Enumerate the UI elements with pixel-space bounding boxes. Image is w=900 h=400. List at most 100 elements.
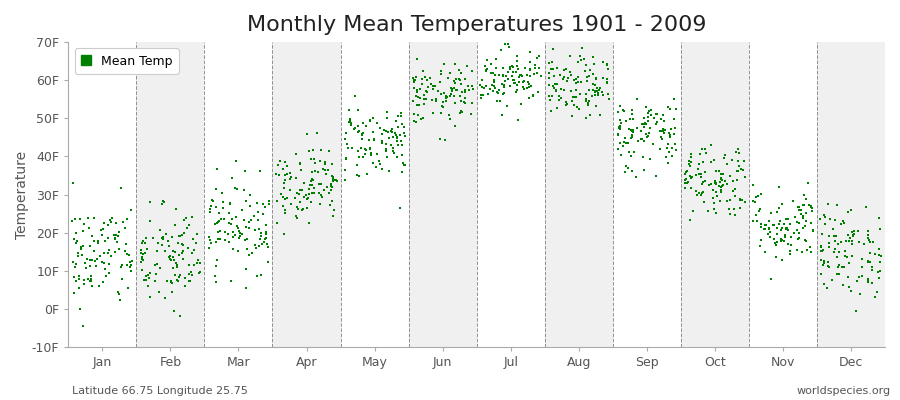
Point bbox=[716, 171, 730, 178]
Point bbox=[176, 256, 190, 262]
Point bbox=[588, 88, 602, 95]
Point bbox=[590, 90, 605, 97]
Point bbox=[339, 156, 354, 162]
Point bbox=[135, 256, 149, 262]
Point bbox=[664, 153, 679, 160]
Point bbox=[548, 86, 562, 93]
Point bbox=[257, 236, 272, 242]
Point bbox=[272, 172, 286, 178]
Point bbox=[362, 137, 376, 144]
Point bbox=[857, 240, 871, 247]
Point bbox=[68, 216, 83, 222]
Point bbox=[119, 241, 133, 247]
Point bbox=[108, 248, 122, 255]
Point bbox=[487, 79, 501, 85]
Point bbox=[68, 278, 83, 284]
Point bbox=[378, 146, 392, 152]
Point bbox=[78, 264, 93, 271]
Point bbox=[434, 68, 448, 75]
Point bbox=[164, 278, 178, 285]
Point bbox=[555, 76, 570, 82]
Point bbox=[852, 291, 867, 298]
Point bbox=[413, 95, 428, 102]
Point bbox=[714, 179, 728, 185]
Point bbox=[822, 244, 836, 250]
Point bbox=[725, 188, 740, 194]
Point bbox=[134, 254, 148, 260]
Point bbox=[506, 77, 520, 83]
Point bbox=[76, 277, 91, 283]
Point bbox=[660, 144, 674, 151]
Point bbox=[115, 218, 130, 225]
Point bbox=[76, 281, 91, 287]
Point bbox=[394, 169, 409, 176]
Point bbox=[386, 145, 400, 151]
Point bbox=[542, 74, 556, 81]
Point bbox=[637, 120, 652, 126]
Point bbox=[775, 236, 789, 243]
Point bbox=[140, 246, 154, 252]
Point bbox=[656, 112, 670, 118]
Point bbox=[715, 170, 729, 177]
Point bbox=[204, 240, 219, 246]
Point bbox=[390, 138, 404, 144]
Point bbox=[523, 66, 537, 72]
Point bbox=[599, 80, 614, 86]
Bar bbox=[817, 42, 885, 347]
Point bbox=[314, 146, 328, 153]
Point bbox=[452, 76, 466, 82]
Point bbox=[82, 257, 96, 263]
Point bbox=[318, 166, 332, 173]
Point bbox=[612, 124, 626, 130]
Point bbox=[143, 294, 157, 300]
Point bbox=[213, 228, 228, 234]
Point bbox=[135, 251, 149, 258]
Point bbox=[746, 218, 760, 224]
Point bbox=[269, 198, 284, 204]
Point bbox=[96, 250, 111, 257]
Point bbox=[814, 248, 828, 254]
Point bbox=[474, 84, 489, 90]
Point bbox=[176, 242, 190, 248]
Point bbox=[317, 187, 331, 193]
Point bbox=[322, 148, 337, 154]
Point bbox=[210, 166, 224, 172]
Point bbox=[122, 259, 137, 266]
Point bbox=[571, 74, 585, 80]
Point bbox=[509, 68, 524, 75]
Point bbox=[708, 168, 723, 174]
Point bbox=[625, 128, 639, 134]
Point bbox=[724, 210, 738, 217]
Point bbox=[75, 252, 89, 259]
Point bbox=[613, 125, 627, 132]
Point bbox=[769, 242, 783, 248]
Point bbox=[458, 100, 473, 106]
Point bbox=[280, 162, 294, 169]
Point bbox=[683, 151, 698, 158]
Point bbox=[500, 102, 514, 109]
Point bbox=[630, 138, 644, 144]
Point bbox=[237, 187, 251, 193]
Point bbox=[683, 217, 698, 224]
Point bbox=[838, 248, 852, 254]
Point bbox=[312, 181, 327, 187]
Point bbox=[178, 275, 193, 281]
Point bbox=[438, 95, 453, 102]
Point bbox=[87, 215, 102, 221]
Point bbox=[600, 62, 615, 68]
Point bbox=[650, 111, 664, 118]
Point bbox=[718, 178, 733, 184]
Point bbox=[832, 248, 847, 255]
Point bbox=[804, 249, 818, 255]
Point bbox=[546, 83, 561, 90]
Point bbox=[290, 215, 304, 221]
Point bbox=[290, 190, 304, 196]
Text: worldspecies.org: worldspecies.org bbox=[796, 386, 891, 396]
Point bbox=[872, 214, 886, 221]
Point bbox=[111, 232, 125, 239]
Point bbox=[499, 40, 513, 47]
Point bbox=[283, 176, 297, 182]
Point bbox=[228, 185, 242, 191]
Point bbox=[869, 289, 884, 296]
Point bbox=[444, 91, 458, 98]
